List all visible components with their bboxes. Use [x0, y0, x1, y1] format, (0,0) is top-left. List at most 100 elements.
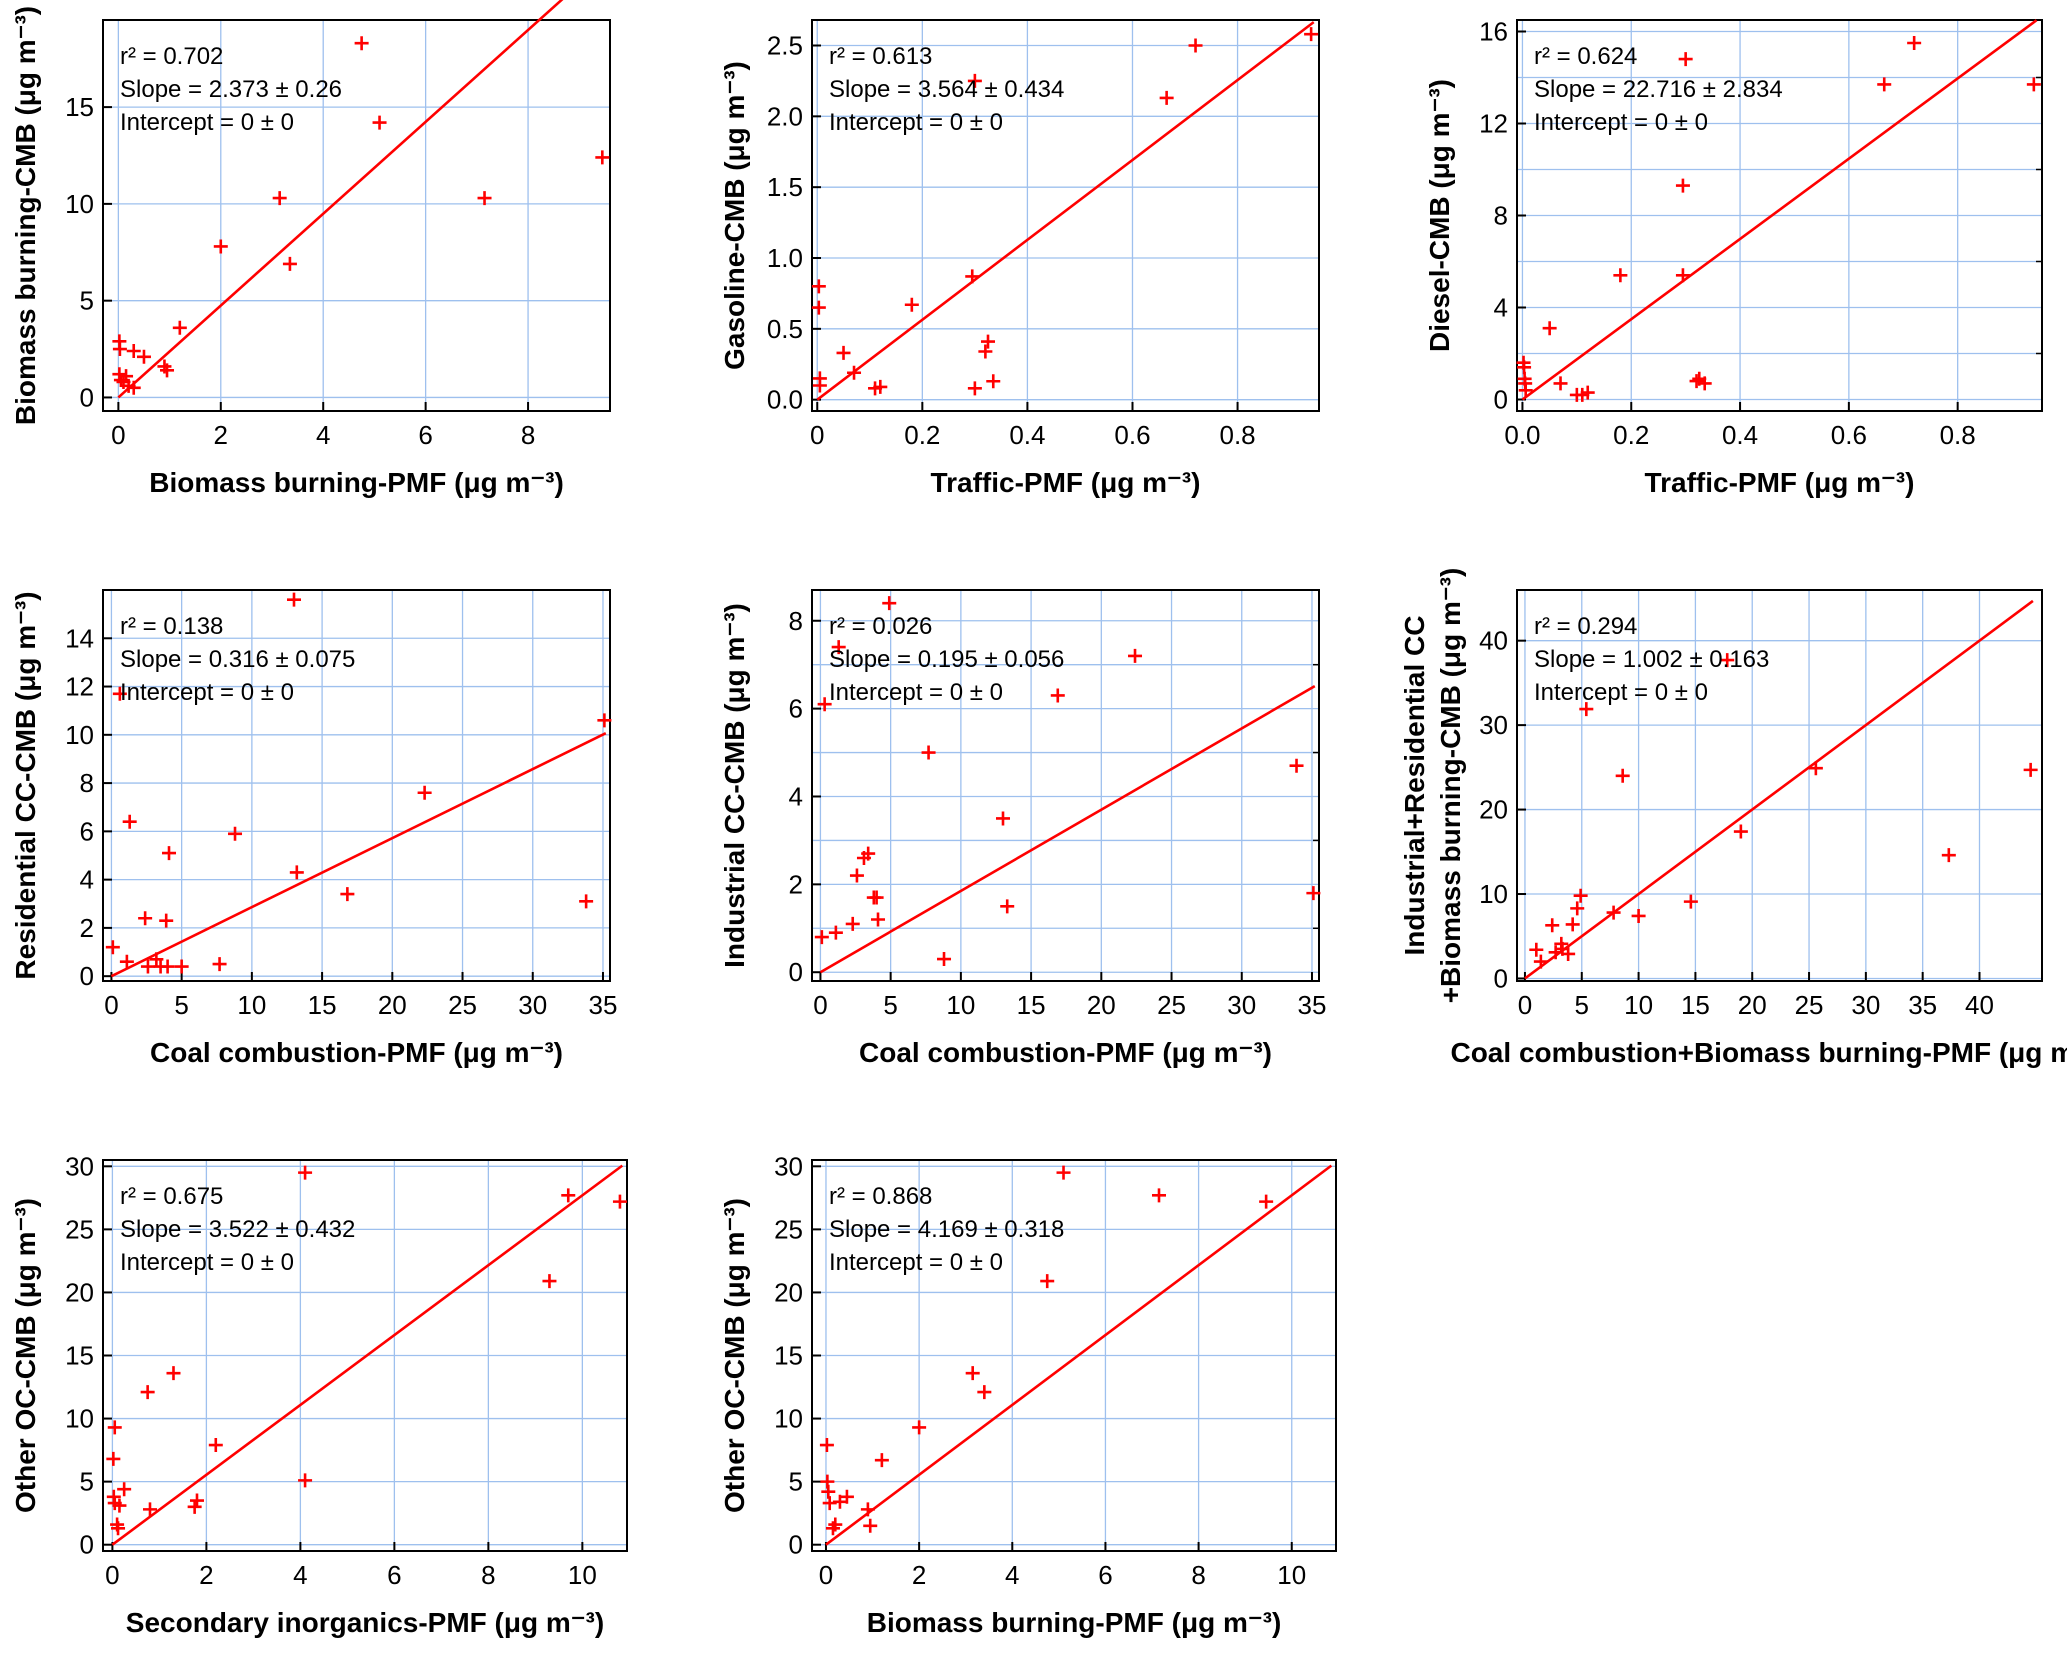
y-tick-label: 12 [1479, 109, 1508, 139]
data-point [1678, 52, 1693, 67]
data-point [912, 1420, 927, 1435]
stat-intercept: Intercept = 0 ± 0 [829, 679, 1003, 706]
data-point [849, 868, 864, 883]
data-point [1259, 1194, 1274, 1209]
x-tick-label: 10 [1277, 1560, 1306, 1590]
y-tick-label: 5 [80, 286, 94, 316]
x-axis-label: Coal combustion-PMF (μg m⁻³) [859, 1037, 1272, 1068]
y-tick-label: 4 [789, 781, 803, 811]
x-tick-label: 20 [378, 990, 407, 1020]
data-point [138, 911, 153, 926]
data-point [612, 1194, 627, 1209]
data-point [839, 1489, 854, 1504]
scatter-panel-6: 0 5 10 15 20 25 30 35 40 0 10 20 30 40 Coal combustion… [1399, 568, 2067, 1068]
x-tick-label: 0.6 [1831, 420, 1867, 450]
x-tick-label: 20 [1738, 990, 1767, 1020]
y-tick-label: 2.0 [767, 101, 803, 131]
data-point [136, 349, 151, 364]
x-tick-label: 35 [1298, 990, 1327, 1020]
x-tick-label: 4 [293, 1560, 307, 1590]
data-point [298, 1165, 313, 1180]
data-point [111, 1521, 126, 1536]
scatter-panel-8: 0 2 4 6 8 10 0 5 10 15 20 25 30 Biomass burning-PMF (… [719, 1151, 1337, 1638]
data-point [1579, 702, 1594, 717]
data-point [1675, 268, 1690, 283]
stat-slope: Slope = 0.195 ± 0.056 [829, 646, 1064, 673]
x-tick-label: 0.2 [1613, 420, 1649, 450]
y-tick-label: 10 [1479, 879, 1508, 909]
data-point [967, 381, 982, 396]
x-tick-label: 0.8 [1940, 420, 1976, 450]
data-point [871, 912, 886, 927]
y-tick-label: 1.5 [767, 172, 803, 202]
stat-r2: r² = 0.294 [1534, 613, 1637, 640]
data-point [1188, 38, 1203, 53]
data-point [1615, 768, 1630, 783]
data-point [812, 378, 827, 393]
plot-frame [811, 589, 1320, 982]
x-tick-label: 25 [1795, 990, 1824, 1020]
x-tick-label: 4 [1005, 1560, 1019, 1590]
data-point [1533, 954, 1548, 969]
data-point [162, 846, 177, 861]
x-tick-label: 10 [1624, 990, 1653, 1020]
data-point [1518, 383, 1533, 398]
data-point [1697, 376, 1712, 391]
data-point [1304, 27, 1319, 42]
x-tick-label: 2 [912, 1560, 926, 1590]
stat-slope: Slope = 3.522 ± 0.432 [120, 1216, 355, 1243]
x-axis-label: Biomass burning-PMF (μg m⁻³) [149, 467, 564, 498]
scatter-panel-7: 0 2 4 6 8 10 0 5 10 15 20 25 30 Secondary inorganics-… [10, 1151, 628, 1638]
scatter-panel-4: 0 5 10 15 20 25 30 35 0 2 4 6 8 10 12 14 Coal combustion… [10, 589, 617, 1068]
x-axis-label: Biomass burning-PMF (μg m⁻³) [867, 1607, 1282, 1638]
data-point [874, 1453, 889, 1468]
stat-intercept: Intercept = 0 ± 0 [120, 679, 294, 706]
data-point [1573, 888, 1588, 903]
data-point [187, 1499, 202, 1514]
x-tick-label: 0 [105, 1560, 119, 1590]
x-tick-label: 35 [1908, 990, 1937, 1020]
x-tick-label: 6 [387, 1560, 401, 1590]
data-point [828, 925, 843, 940]
data-point [340, 887, 355, 902]
x-tick-label: 10 [568, 1560, 597, 1590]
data-point [814, 930, 829, 945]
data-point [847, 365, 862, 380]
x-tick-label: 0 [111, 420, 125, 450]
data-point [174, 959, 189, 974]
x-tick-label: 25 [1157, 990, 1186, 1020]
data-point [122, 814, 137, 829]
scatter-panel-1: 0 2 4 6 8 0 5 10 15 Biomass burning-PMF (μg m⁻³) B… [10, 0, 611, 498]
regression-line [117, 0, 564, 399]
x-tick-label: 5 [883, 990, 897, 1020]
stat-r2: r² = 0.613 [829, 43, 932, 70]
data-point [107, 1420, 122, 1435]
y-axis-label: Other OC-CMB (μg m⁻³) [10, 1198, 41, 1513]
y-axis-label: Gasoline-CMB (μg m⁻³) [719, 61, 750, 370]
data-point [2026, 77, 2041, 92]
y-tick-label: 14 [65, 623, 94, 653]
data-point [1877, 77, 1892, 92]
y-tick-label: 0.5 [767, 314, 803, 344]
data-point [287, 592, 302, 607]
y-tick-label: 12 [65, 672, 94, 702]
x-tick-label: 20 [1087, 990, 1116, 1020]
stat-slope: Slope = 3.564 ± 0.434 [829, 76, 1064, 103]
data-point [1050, 688, 1065, 703]
y-tick-label: 8 [1494, 201, 1508, 231]
x-tick-label: 0 [104, 990, 118, 1020]
y-tick-label: 10 [65, 720, 94, 750]
x-tick-label: 40 [1965, 990, 1994, 1020]
data-point [595, 150, 610, 165]
data-point [126, 343, 141, 358]
data-point [836, 345, 851, 360]
y-tick-label: 20 [1479, 795, 1508, 825]
y-tick-label: 20 [774, 1277, 803, 1307]
x-tick-label: 0 [813, 990, 827, 1020]
y-tick-label: 10 [774, 1404, 803, 1434]
x-tick-label: 10 [237, 990, 266, 1020]
data-point [965, 269, 980, 284]
y-tick-label: 30 [774, 1151, 803, 1181]
data-point [112, 1498, 127, 1513]
y-tick-label: 10 [65, 189, 94, 219]
